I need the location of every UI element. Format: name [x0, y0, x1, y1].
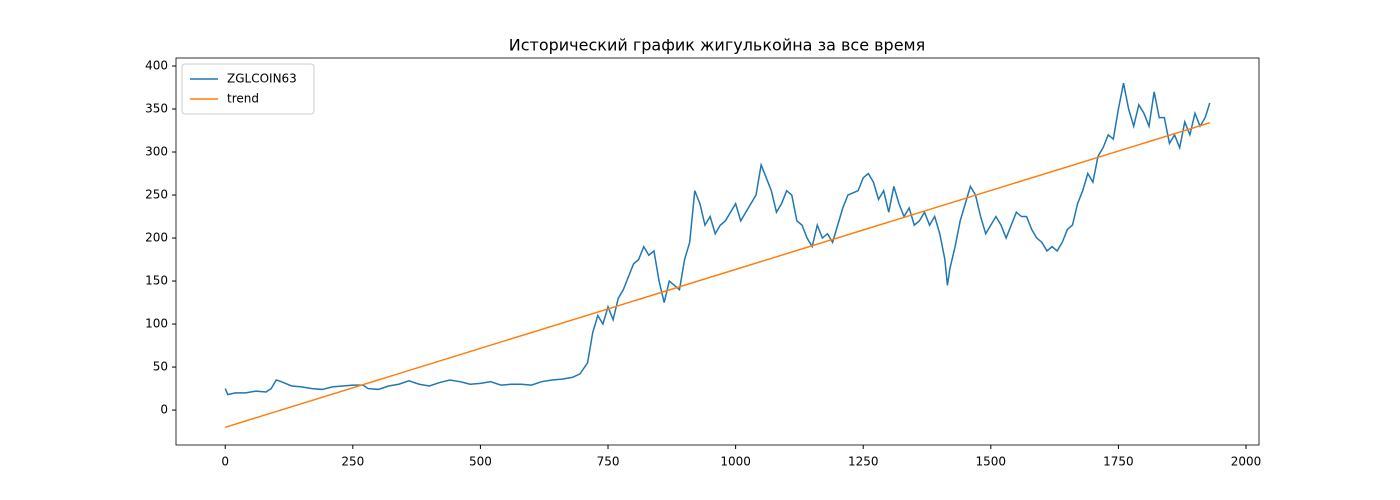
- y-tick-label: 250: [145, 188, 168, 202]
- x-tick-label: 2000: [1231, 455, 1262, 469]
- y-tick-label: 0: [160, 403, 168, 417]
- y-tick-label: 100: [145, 317, 168, 331]
- x-tick-label: 750: [597, 455, 620, 469]
- y-tick-label: 50: [153, 360, 168, 374]
- x-tick-label: 1000: [720, 455, 751, 469]
- line-series: [225, 122, 1210, 428]
- y-tick-label: 350: [145, 102, 168, 116]
- x-tick-label: 250: [341, 455, 364, 469]
- chart-title: Исторический график жигулькойна за все в…: [509, 36, 926, 55]
- plot-frame: [175, 57, 1260, 446]
- legend-label: ZGLCOIN63: [227, 72, 297, 86]
- y-tick-label: 300: [145, 145, 168, 159]
- x-tick-label: 1250: [848, 455, 879, 469]
- y-tick-label: 200: [145, 231, 168, 245]
- legend-box: [181, 63, 315, 115]
- line-series: [224, 83, 1211, 396]
- x-tick-label: 0: [221, 455, 229, 469]
- y-tick-label: 400: [145, 58, 168, 72]
- legend-label: trend: [227, 92, 259, 106]
- x-tick-label: 500: [469, 455, 492, 469]
- x-tick-label: 1750: [1103, 455, 1134, 469]
- x-tick-label: 1500: [976, 455, 1007, 469]
- y-tick-label: 150: [145, 274, 168, 288]
